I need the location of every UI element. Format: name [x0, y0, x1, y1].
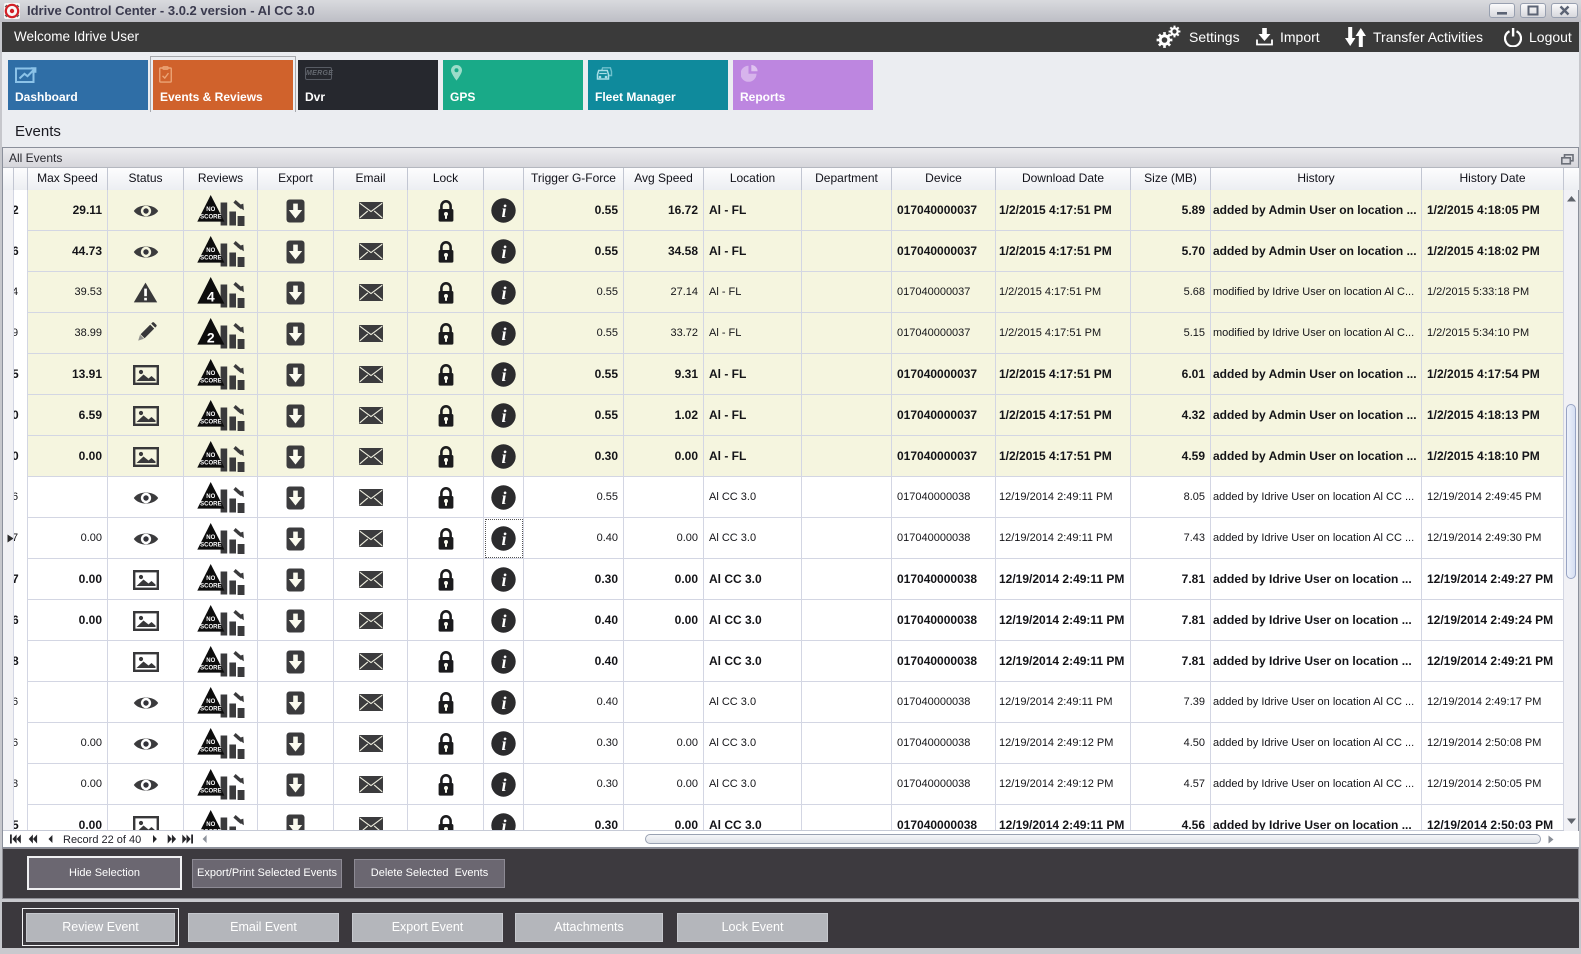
svg-text:NO: NO [206, 617, 215, 623]
svg-text:SCORE: SCORE [200, 460, 221, 466]
svg-text:SCORE: SCORE [200, 788, 221, 794]
svg-text:i: i [501, 734, 506, 754]
svg-text:SCORE: SCORE [200, 419, 221, 425]
svg-text:SCORE: SCORE [200, 747, 221, 753]
svg-text:NO: NO [206, 658, 215, 664]
svg-text:i: i [501, 447, 506, 467]
svg-text:NO: NO [206, 207, 215, 213]
svg-text:2: 2 [206, 330, 214, 346]
svg-text:SCORE: SCORE [200, 255, 221, 261]
svg-text:i: i [501, 488, 506, 508]
svg-text:NO: NO [206, 740, 215, 746]
svg-text:SCORE: SCORE [200, 214, 221, 220]
svg-text:NO: NO [206, 412, 215, 418]
svg-text:NO: NO [206, 781, 215, 787]
svg-text:i: i [501, 324, 506, 344]
svg-text:i: i [501, 406, 506, 426]
svg-text:SCORE: SCORE [200, 542, 221, 548]
svg-text:i: i [501, 570, 506, 590]
svg-text:i: i [501, 242, 506, 262]
svg-text:NO: NO [206, 822, 215, 828]
svg-text:4: 4 [206, 289, 214, 305]
svg-text:NO: NO [206, 453, 215, 459]
svg-text:SCORE: SCORE [200, 624, 221, 630]
svg-text:NO: NO [206, 371, 215, 377]
svg-text:i: i [501, 652, 506, 672]
svg-text:NO: NO [206, 494, 215, 500]
svg-text:i: i [501, 611, 506, 631]
svg-text:NO: NO [206, 699, 215, 705]
svg-text:i: i [501, 529, 506, 549]
svg-text:i: i [501, 365, 506, 385]
svg-text:i: i [501, 693, 506, 713]
svg-text:NO: NO [206, 535, 215, 541]
svg-text:SCORE: SCORE [200, 501, 221, 507]
svg-text:SCORE: SCORE [200, 706, 221, 712]
svg-text:SCORE: SCORE [200, 378, 221, 384]
svg-text:i: i [501, 283, 506, 303]
svg-text:i: i [501, 775, 506, 795]
svg-text:SCORE: SCORE [200, 583, 221, 589]
svg-text:i: i [501, 201, 506, 221]
svg-text:NO: NO [206, 248, 215, 254]
svg-text:i: i [501, 816, 506, 831]
svg-text:SCORE: SCORE [200, 665, 221, 671]
svg-text:NO: NO [206, 576, 215, 582]
